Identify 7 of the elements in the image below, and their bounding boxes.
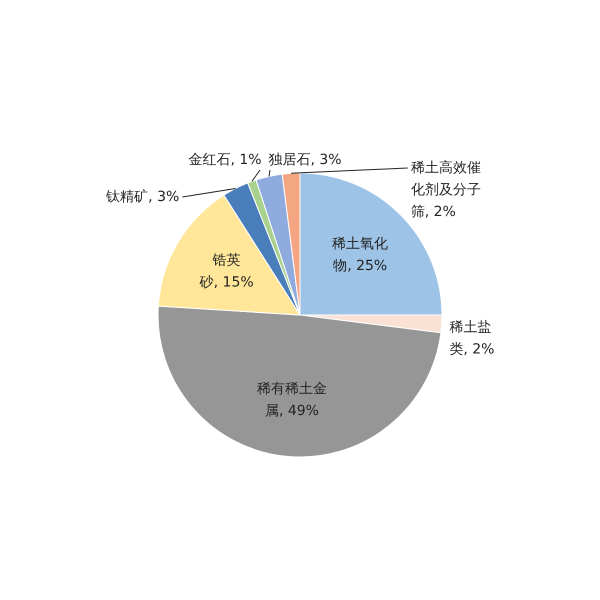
slice-label: 稀有稀土金属, 49% — [256, 380, 327, 419]
slice-label: 金红石, 1% — [188, 152, 262, 168]
slice-label: 稀土盐类, 2% — [449, 319, 495, 358]
slice-label: 稀土氧化物, 25% — [332, 236, 388, 274]
slice-label: 钛精矿, 3% — [105, 188, 180, 205]
slice-label: 锆英砂, 15% — [198, 252, 254, 290]
slice-label: 独居石, 3% — [268, 152, 342, 168]
